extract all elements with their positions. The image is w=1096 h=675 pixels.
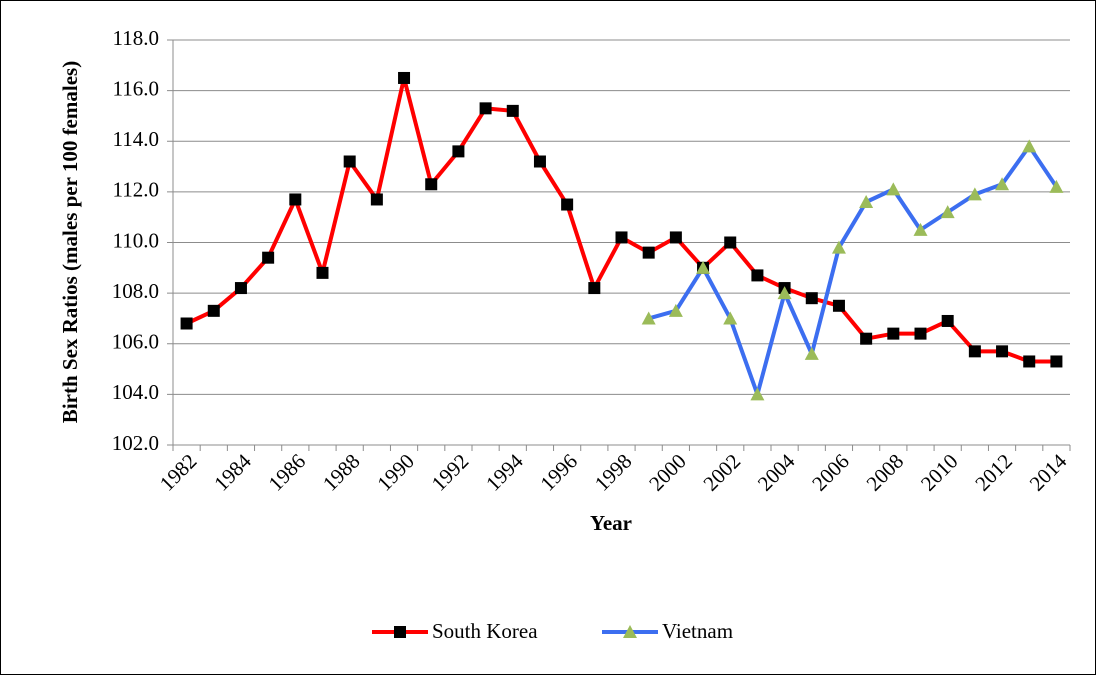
marker (995, 177, 1010, 191)
marker (1022, 139, 1037, 153)
marker (887, 327, 900, 340)
marker (398, 71, 411, 84)
y-tick-label: 110.0 (113, 228, 159, 252)
marker (914, 327, 927, 340)
y-tick-label: 104.0 (112, 380, 159, 404)
y-tick-label: 106.0 (112, 330, 159, 354)
marker (1049, 179, 1064, 193)
marker (804, 346, 819, 360)
legend-label: Vietnam (662, 619, 733, 643)
marker (1050, 355, 1063, 368)
marker (506, 104, 519, 117)
marker (724, 236, 737, 249)
marker (860, 332, 873, 345)
x-axis-label: Year (590, 511, 632, 535)
y-axis-label: Birth Sex Ratios (males per 100 females) (58, 61, 82, 423)
marker (180, 317, 193, 330)
marker (913, 222, 928, 236)
marker (751, 269, 764, 282)
marker (968, 345, 981, 358)
marker (831, 240, 846, 254)
legend-marker (394, 626, 406, 638)
marker (234, 282, 247, 295)
marker (370, 193, 383, 206)
marker (533, 155, 546, 168)
marker (425, 178, 438, 191)
marker (316, 266, 329, 279)
marker (996, 345, 1009, 358)
series-line (648, 144, 1059, 397)
marker (642, 246, 655, 259)
marker (750, 387, 765, 401)
marker (561, 198, 574, 211)
y-tick-label: 108.0 (112, 279, 159, 303)
marker (588, 282, 601, 295)
marker (479, 102, 492, 115)
legend-label: South Korea (432, 619, 538, 643)
y-tick-label: 118.0 (113, 26, 159, 50)
marker (452, 145, 465, 158)
legend-marker (623, 625, 637, 638)
marker (668, 303, 683, 317)
marker (641, 311, 656, 325)
marker (207, 304, 220, 317)
marker (886, 182, 901, 196)
marker (289, 193, 302, 206)
marker (696, 260, 711, 274)
marker (859, 195, 874, 208)
marker (805, 292, 818, 305)
marker (615, 231, 628, 244)
y-tick-label: 112.0 (113, 178, 159, 202)
marker (941, 314, 954, 327)
y-tick-label: 116.0 (113, 76, 159, 100)
y-tick-label: 114.0 (113, 127, 159, 151)
marker (343, 155, 356, 168)
marker (967, 187, 982, 201)
marker (723, 311, 738, 325)
marker (832, 299, 845, 312)
y-tick-label: 102.0 (112, 431, 159, 455)
marker (262, 251, 275, 264)
marker (777, 286, 792, 300)
marker (669, 231, 682, 244)
marker (1023, 355, 1036, 368)
marker (940, 205, 955, 219)
